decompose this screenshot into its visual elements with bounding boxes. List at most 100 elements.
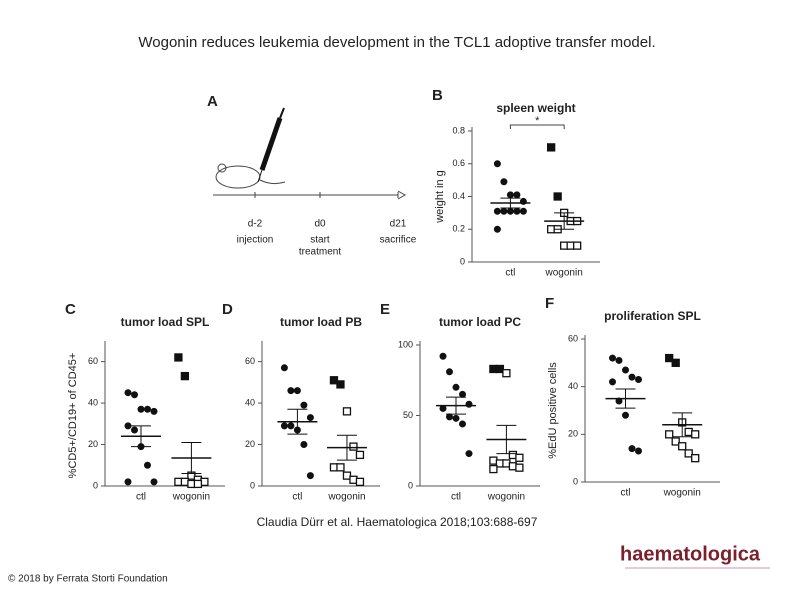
y-tick-label: 20 [568,429,578,439]
data-point [452,414,460,422]
data-point [671,358,680,367]
error-bar [131,425,151,448]
x-tick-label: wogonin [663,488,701,499]
logo: haematologica [620,543,761,565]
data-point [665,353,674,363]
y-tick-label: 0.8 [452,125,465,135]
data-point [124,422,132,430]
data-point [609,354,616,362]
data-point [342,407,352,416]
data-point [500,207,508,215]
y-tick-label: 20 [88,439,98,449]
data-point [493,160,501,168]
y-tick-label: 50 [403,410,413,420]
x-tick-label: wogonin [172,492,210,503]
panel-letter: D [222,301,233,318]
data-point [150,407,158,415]
y-tick-label: 0.2 [452,224,465,234]
mouse-tail [259,179,286,185]
timeline-arrow [397,190,407,200]
copyright: © 2018 by Ferrata Storti Foundation [8,574,168,585]
data-point [678,442,687,451]
data-point [287,422,295,430]
data-point [622,411,629,419]
step-text: injection [237,235,274,246]
data-point [493,225,501,233]
data-point [150,478,158,486]
data-point [300,401,308,409]
data-point [495,364,505,374]
data-point [489,464,498,474]
x-tick-label: wogonin [545,268,583,279]
data-point [635,447,642,455]
data-point [506,207,514,215]
significance-bracket [509,124,565,129]
x-tick-label: ctl [451,492,461,503]
chart-title: spleen weight [496,101,575,115]
data-point [553,192,562,201]
significance: * [535,115,540,127]
y-tick-label: 20 [245,439,255,449]
plunger [279,107,285,119]
y-tick-label: 0 [408,480,413,490]
data-point [174,353,183,362]
data-point [137,405,145,413]
data-point [336,463,345,472]
panel-letter: C [65,301,76,318]
data-point [459,420,466,428]
panel-letter: B [432,87,443,104]
data-point [446,413,453,421]
data-point [131,426,138,434]
data-point [306,472,314,480]
error-bar [554,212,575,230]
panel-letter: E [380,301,390,318]
data-point [144,461,151,469]
step-day: d0 [314,219,326,230]
y-tick-label: 40 [245,397,255,407]
data-point [609,378,616,386]
y-tick-label: 0 [250,480,255,490]
data-point [691,430,700,439]
x-tick-label: ctl [621,488,631,499]
chart-title: tumor load SPL [121,315,210,329]
needle [257,169,263,183]
step-text: sacrifice [380,235,417,246]
data-point [515,463,524,472]
y-axis-label: %EdU positive cells [547,362,559,459]
data-point [513,191,521,199]
data-point [355,450,365,460]
data-point [502,369,511,378]
data-point [131,391,138,399]
data-point [439,352,447,360]
error-bar [496,424,517,455]
data-point [465,450,473,458]
mouse-ear [217,163,227,173]
step-text: start [310,235,330,246]
error-bar [287,408,308,435]
data-point [506,191,514,199]
y-tick-label: 100 [398,339,413,349]
data-point [519,207,527,215]
data-point [628,373,636,381]
data-point [459,390,466,398]
title: Wogonin reduces leukemia development in … [138,34,655,51]
y-tick-label: 60 [245,356,255,366]
x-tick-label: ctl [292,492,302,503]
error-bar [672,412,693,438]
chart-title: tumor load PB [280,315,362,329]
y-tick-label: 0.6 [452,158,465,168]
step-text: treatment [299,247,341,258]
step-day: d21 [390,219,407,230]
step-day: d-2 [248,219,263,230]
data-point [684,449,693,458]
x-tick-label: wogonin [327,492,365,503]
x-tick-label: ctl [136,492,146,503]
y-tick-label: 0 [573,476,578,486]
data-point [306,414,314,422]
data-point [280,364,288,372]
data-point [573,241,582,250]
y-tick-label: 0.4 [452,191,465,201]
y-tick-label: 0 [93,480,98,490]
data-point [615,356,623,364]
